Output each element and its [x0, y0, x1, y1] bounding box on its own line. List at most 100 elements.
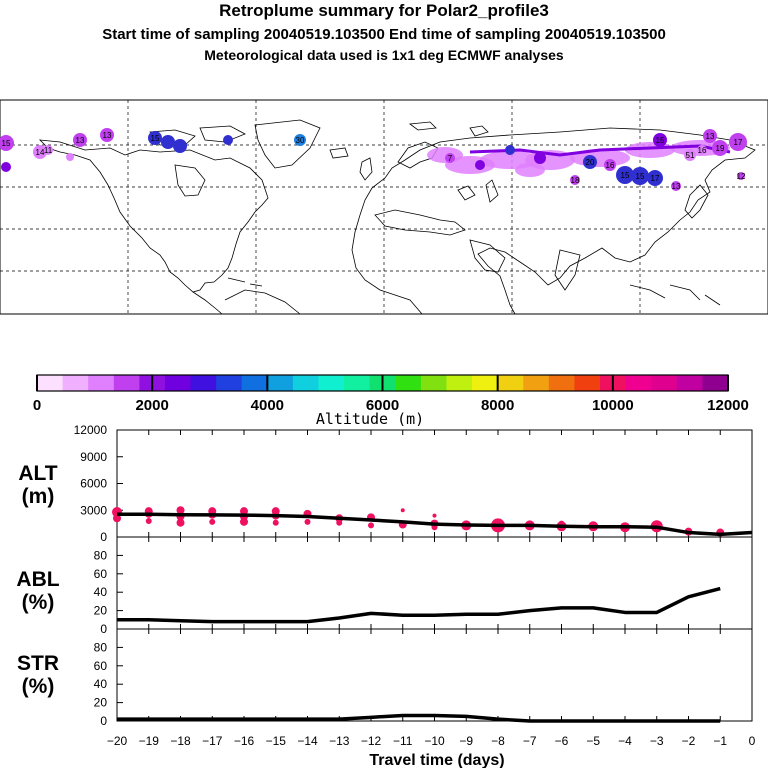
plume-cluster-label: 13 [103, 131, 112, 140]
coast-central-america [192, 291, 223, 315]
plume-cluster-17 [631, 167, 649, 185]
alt-cluster-point [113, 514, 121, 523]
x-tick-label: −4 [618, 734, 632, 748]
x-tick-label: −16 [234, 734, 255, 748]
abl-ytick-label: 20 [94, 604, 108, 618]
alt-ytick-label: 0 [100, 530, 107, 544]
x-tick-label: −13 [329, 734, 350, 748]
alt-cluster-point [176, 518, 185, 527]
colorbar-tick-label: 12000 [707, 397, 749, 414]
colorbar-title: Altitude (m) [316, 410, 424, 428]
plume-cluster-label: 18 [571, 176, 580, 185]
colorbar-swatch [318, 375, 345, 391]
map-coastlines [38, 119, 756, 315]
abl-ytick-label: 60 [94, 567, 108, 581]
plume-cluster-23 [729, 133, 747, 151]
plume-cluster-label: 14 [36, 148, 45, 157]
plume-cluster-label: 17 [651, 174, 660, 183]
plume-cluster-label: 15 [2, 139, 11, 148]
plume-cluster-4 [100, 128, 114, 142]
str-label-line2: (%) [22, 675, 55, 698]
colorbar-swatch [395, 375, 422, 391]
title-line-2: Start time of sampling 20040519.103500 E… [102, 26, 666, 43]
alt-ytick-label: 12000 [74, 423, 108, 437]
x-tick-label: 0 [749, 734, 756, 748]
x-tick-label: −11 [393, 734, 413, 748]
colorbar-swatch [472, 375, 499, 391]
alt-ytick-label: 3000 [80, 503, 107, 517]
plume-cluster-13 [534, 152, 546, 164]
abl-label-line2: (%) [22, 591, 55, 614]
x-tick-label: −10 [424, 734, 445, 748]
plume-cluster-label: 13 [706, 132, 715, 141]
plume-cluster-20 [671, 181, 681, 191]
plume-cluster-label: 51 [686, 151, 695, 160]
plume-cluster-label: 19 [716, 144, 725, 153]
x-tick-label: −12 [361, 734, 382, 748]
alt-cluster-point [240, 517, 248, 526]
plume-cluster-18 [647, 170, 663, 186]
abl-ytick-label: 0 [100, 622, 107, 636]
alt-cluster-point [432, 513, 437, 518]
colorbar-tick-label: 8000 [481, 397, 514, 414]
plume-cluster-22 [712, 140, 728, 156]
colorbar-tick-label: 4000 [251, 397, 284, 414]
colorbar-swatch [702, 375, 729, 391]
plume-cluster-28 [684, 149, 696, 161]
plume-cluster-label: 13 [672, 182, 681, 191]
alt-cluster-point [145, 517, 152, 524]
plume-cluster-16 [616, 166, 634, 184]
plume-cluster-12 [505, 145, 515, 155]
coast-greenland [254, 119, 321, 169]
plume-cluster-8 [223, 135, 233, 145]
str-label-line1: STR [17, 652, 59, 675]
x-tick-label: −20 [107, 734, 128, 748]
alt-series-line [117, 512, 753, 537]
altitude-colorbar: 0 2000 4000 6000 8000 10000 12000 [33, 374, 749, 414]
alt-ytick-label: 6000 [80, 477, 107, 491]
colorbar-swatch [548, 375, 575, 391]
alt-cluster-point [176, 506, 185, 515]
abl-label-line1: ABL [16, 568, 59, 591]
abl-ytick-label: 40 [94, 585, 108, 599]
x-tick-label: −6 [555, 734, 569, 748]
plume-cluster-9 [294, 134, 306, 146]
plume-cluster-19 [653, 133, 667, 147]
time-series-panels: 030006000900012000020406080020406080−20−… [74, 423, 756, 748]
colorbar-tick-label: 10000 [592, 397, 634, 414]
x-tick-label: −14 [297, 734, 318, 748]
map-frame [0, 99, 768, 315]
str-series-line [117, 713, 721, 723]
plume-cluster-label: 15 [151, 134, 160, 143]
coast-south-america [224, 289, 301, 315]
colorbar-swatch [37, 375, 64, 391]
coast-caspian [457, 179, 499, 203]
colorbar-swatch [523, 375, 550, 391]
plume-cluster-label: 11 [44, 146, 53, 155]
alt-ytick-label: 9000 [80, 450, 107, 464]
plume-cluster-26 [1, 162, 11, 172]
alt-label-line2: (m) [22, 485, 55, 508]
retroplume-clusters [0, 128, 747, 191]
plume-cluster-2 [43, 145, 53, 155]
colorbar-swatch [292, 375, 320, 391]
colorbar-swatch [241, 375, 268, 391]
coast-arabia [469, 239, 506, 273]
alt-cluster-point [336, 519, 343, 526]
colorbar-swatch [267, 375, 294, 391]
x-tick-label: −1 [713, 734, 727, 748]
plume-cluster-label: 12 [737, 172, 746, 181]
colorbar-swatch [216, 375, 243, 391]
alt-cluster-point [400, 508, 405, 513]
x-tick-label: −2 [682, 734, 696, 748]
coast-arctic-eurasia [408, 121, 489, 137]
coast-japan [684, 184, 709, 219]
plume-cluster-24 [570, 175, 580, 185]
x-axis-label: Travel time (days) [369, 752, 504, 768]
colorbar-swatch [420, 375, 447, 391]
colorbar-tick-label: 2000 [135, 397, 168, 414]
plume-cluster-27 [66, 153, 74, 161]
